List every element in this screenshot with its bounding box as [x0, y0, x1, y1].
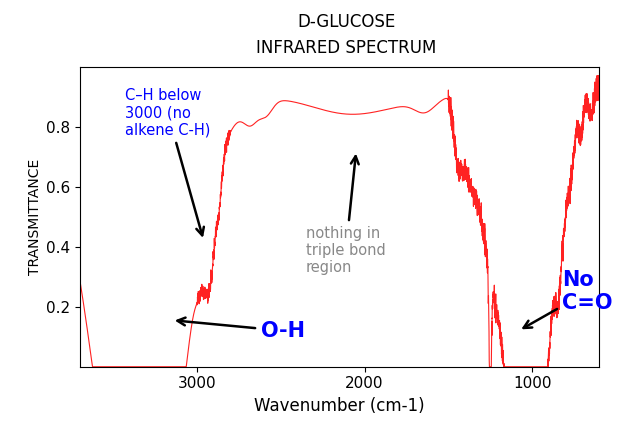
- Y-axis label: TRANSMITTANCE: TRANSMITTANCE: [28, 159, 42, 275]
- Text: No
C=O: No C=O: [524, 270, 613, 328]
- Text: D-GLUCOSE: D-GLUCOSE: [297, 13, 396, 31]
- Text: INFRARED SPECTRUM: INFRARED SPECTRUM: [256, 39, 437, 57]
- Text: nothing in
triple bond
region: nothing in triple bond region: [306, 156, 386, 276]
- Text: O-H: O-H: [178, 318, 305, 341]
- Text: C–H below
3000 (no
alkene C-H): C–H below 3000 (no alkene C-H): [125, 88, 210, 235]
- X-axis label: Wavenumber (cm-1): Wavenumber (cm-1): [254, 397, 425, 415]
